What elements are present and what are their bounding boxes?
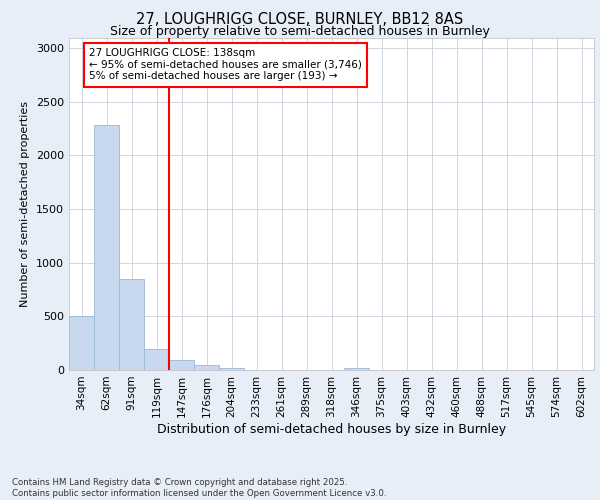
Bar (219, 368, 244, 370)
Bar (119, 279, 144, 370)
Text: 27, LOUGHRIGG CLOSE, BURNLEY, BB12 8AS: 27, LOUGHRIGG CLOSE, BURNLEY, BB12 8AS (136, 12, 464, 28)
Bar (344, 368, 369, 370)
Y-axis label: Number of semi-detached properties: Number of semi-detached properties (20, 101, 31, 306)
Bar (169, 360, 194, 370)
Bar (144, 348, 169, 370)
Text: Contains HM Land Registry data © Crown copyright and database right 2025.
Contai: Contains HM Land Registry data © Crown c… (12, 478, 386, 498)
X-axis label: Distribution of semi-detached houses by size in Burnley: Distribution of semi-detached houses by … (157, 422, 506, 436)
Bar (194, 365, 219, 370)
Text: Size of property relative to semi-detached houses in Burnley: Size of property relative to semi-detach… (110, 25, 490, 38)
Bar (69, 316, 94, 370)
Bar (94, 126, 119, 370)
Text: 27 LOUGHRIGG CLOSE: 138sqm
← 95% of semi-detached houses are smaller (3,746)
5% : 27 LOUGHRIGG CLOSE: 138sqm ← 95% of semi… (89, 48, 362, 82)
